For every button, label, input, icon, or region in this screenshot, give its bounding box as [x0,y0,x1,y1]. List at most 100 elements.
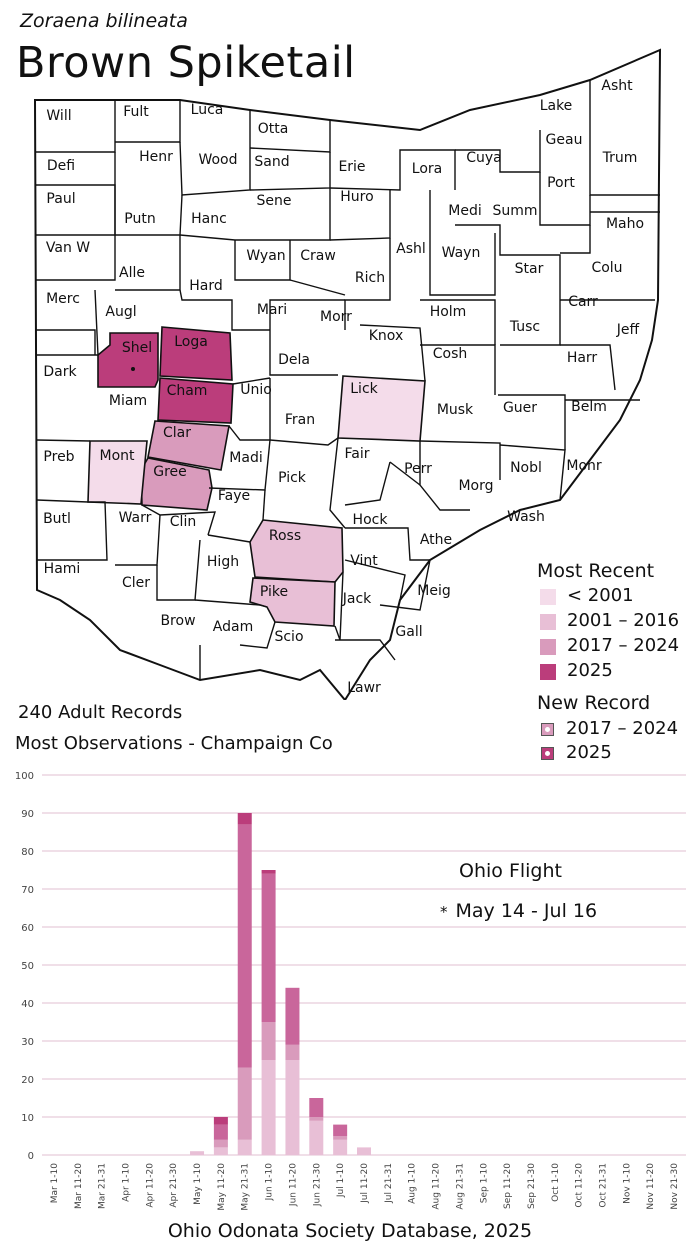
y-tick-label: 10 [21,1113,34,1124]
county-label-cler: Cler [122,575,150,591]
county-label-dela: Dela [278,352,310,368]
county-label-madi: Madi [229,450,262,466]
county-label-lora: Lora [412,161,442,177]
bar-segment [213,1147,228,1155]
bar-segment [237,813,252,825]
county-label-jeff: Jeff [616,322,640,338]
county-label-adam: Adam [213,619,253,635]
county-label-colu: Colu [591,260,622,276]
county-label-star: Star [515,261,544,277]
x-tick-label: Mar 11-20 [74,1163,84,1209]
x-tick-label: Sep 21-30 [527,1163,537,1209]
county-shel [97,332,159,388]
bar-segment [261,1022,276,1060]
bar-segment [309,1120,324,1155]
legend-swatch-2017-2024 [540,639,556,655]
ohio-outline [33,48,662,700]
x-tick-label: Mar 1-10 [50,1163,60,1204]
county-label-pick: Pick [278,470,307,486]
bar-segment [213,1139,228,1148]
county-label-nobl: Nobl [510,460,542,476]
county-label-summ: Summ [492,203,537,219]
legend-most-recent-title: Most Recent [537,560,655,582]
county-label-will: Will [46,108,71,124]
county-label-faye: Faye [218,488,250,504]
county-label-hard: Hard [189,278,223,294]
county-label-musk: Musk [437,402,474,418]
legend-new-record-title: New Record [537,692,651,714]
bar-segment [309,1117,324,1121]
source-footer: Ohio Odonata Society Database, 2025 [167,1220,533,1242]
bar-segment [309,1098,324,1117]
county-label-trum: Trum [602,150,638,166]
x-tick-label: Nov 1-10 [622,1163,632,1204]
county-label-brow: Brow [160,613,195,629]
county-label-asht: Asht [601,78,633,94]
x-tick-label: Sep 11-20 [503,1163,513,1209]
ohio-county-map: Will Fult Luca Otta Lake Asht Defi Henr Wood Sand… [33,48,662,700]
legend-new-record-label-2025: 2025 [566,742,612,763]
county-label-sand: Sand [254,154,289,170]
county-label-cuya: Cuya [466,150,502,166]
county-label-hanc: Hanc [191,211,227,227]
legend-swatch-pre-2001 [540,589,556,605]
x-tick-label: Apr 11-20 [145,1163,155,1208]
x-tick-label: Jun 11-20 [288,1163,298,1207]
county-loga [159,326,233,381]
y-tick-label: 90 [21,809,34,820]
legend-label-pre-2001: < 2001 [567,585,634,606]
county-label-dark: Dark [43,364,77,380]
county-label-perr: Perr [404,461,432,477]
county-label-vanw: Van W [46,240,90,256]
county-label-monr: Monr [566,458,602,474]
bar-segment [237,1139,252,1155]
scientific-name: Zoraena bilineata [20,10,188,32]
y-tick-label: 30 [21,1037,34,1048]
x-tick-label: Jun 1-10 [265,1163,275,1202]
y-tick-label: 0 [28,1151,34,1162]
county-boundaries [35,80,660,680]
county-mont [87,440,148,505]
county-label-athe: Athe [420,532,452,548]
x-tick-label: Apr 21-30 [169,1163,179,1208]
y-tick-label: 80 [21,847,34,858]
county-label-wash: Wash [507,509,545,525]
bar-segment [237,824,252,1068]
county-label-wayn: Wayn [442,245,481,261]
x-tick-label: Nov 11-20 [646,1163,656,1210]
county-label-knox: Knox [369,328,403,344]
county-label-wyan: Wyan [246,248,285,264]
bar-segment [261,873,276,1022]
x-tick-label: Oct 11-20 [575,1163,585,1208]
x-tick-label: Jun 21-30 [312,1163,322,1207]
bar-segment [261,1060,276,1155]
legend-swatch-2001-2016 [540,614,556,630]
county-label-vint: Vint [350,553,378,569]
county-label-luca: Luca [191,102,224,118]
flight-title: Ohio Flight [459,860,562,882]
bar-segment [285,1044,300,1060]
x-tick-label: Jul 11-20 [360,1163,370,1204]
county-label-tusc: Tusc [509,319,540,335]
flight-range: * May 14 - Jul 16 [440,900,597,922]
y-tick-label: 50 [21,961,34,972]
county-label-hock: Hock [353,512,389,528]
bar-segment [285,987,300,1045]
x-tick-label: May 1-10 [193,1163,203,1205]
county-label-huro: Huro [340,189,373,205]
county-label-cosh: Cosh [433,346,468,362]
county-label-lake: Lake [540,98,573,114]
bar-segment [213,1124,228,1140]
county-label-miam: Miam [109,393,147,409]
legend-label-2017-2024: 2017 – 2024 [567,635,680,656]
flight-range-text: May 14 - Jul 16 [455,900,598,922]
county-label-scio: Scio [274,629,303,645]
county-label-holm: Holm [430,304,467,320]
bar-segment [333,1124,348,1136]
county-cham [157,377,234,424]
bar-segment [333,1136,348,1140]
county-label-henr: Henr [139,149,173,165]
county-label-pike: Pike [260,584,288,600]
x-tick-label: Aug 1-10 [408,1163,418,1204]
county-label-fair: Fair [345,446,370,462]
